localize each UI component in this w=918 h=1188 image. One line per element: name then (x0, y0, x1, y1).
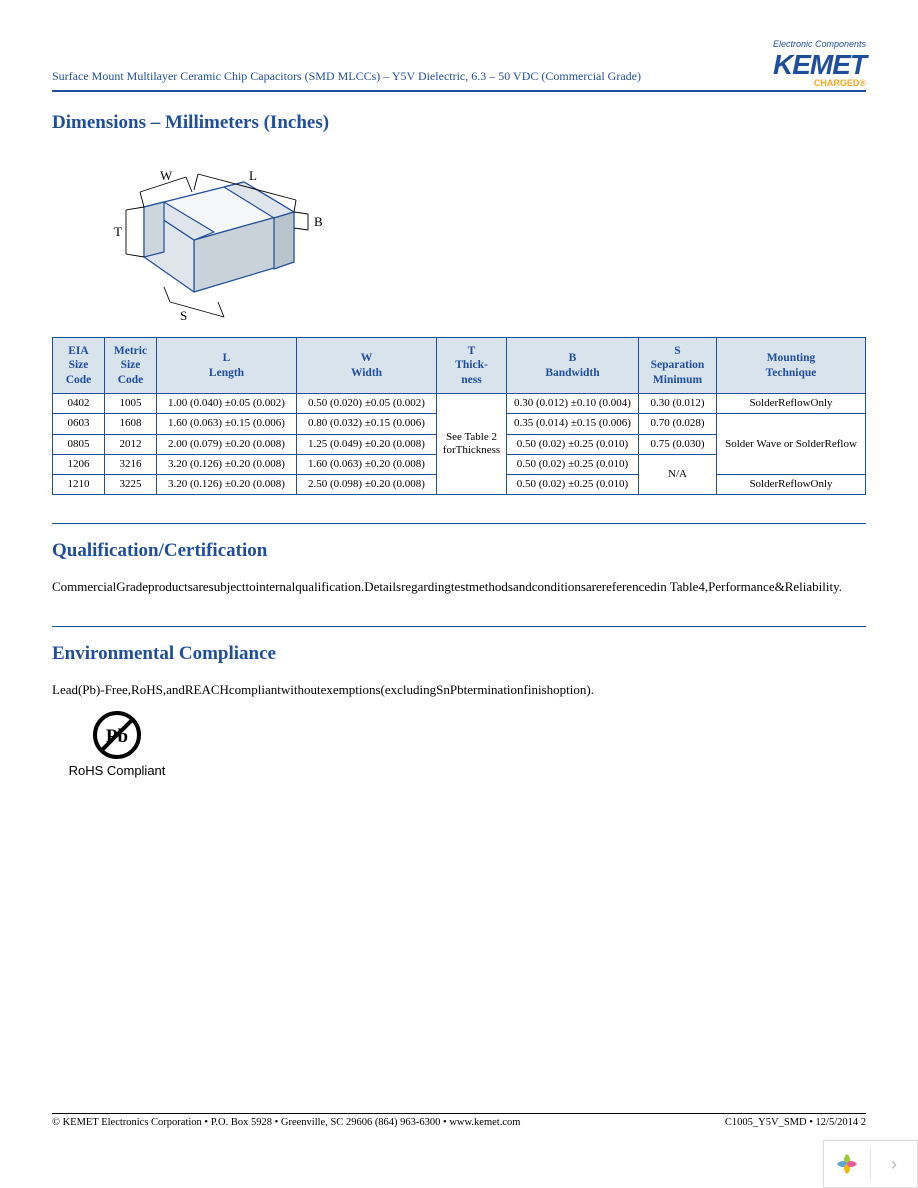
kemet-logo: Electronic Components KEMET CHARGED® (773, 40, 866, 88)
footer-right: C1005_Y5V_SMD • 12/5/2014 2 (725, 1117, 866, 1128)
cell-metric: 2012 (105, 434, 157, 454)
cell-metric: 1608 (105, 414, 157, 434)
svg-text:Pb: Pb (106, 726, 128, 747)
th-B: B Bandwidth (507, 338, 639, 394)
next-page-button[interactable]: › (871, 1141, 917, 1187)
dimensions-table: EIA Size Code Metric Size Code L Length … (52, 337, 866, 495)
cell-B: 0.30 (0.012) ±0.10 (0.004) (507, 394, 639, 414)
cell-W: 2.50 (0.098) ±0.20 (0.008) (297, 474, 437, 494)
dim-label-S: S (180, 308, 187, 322)
logo-name: KEMET (773, 49, 866, 80)
cell-S: 0.70 (0.028) (639, 414, 717, 434)
page-header: Surface Mount Multilayer Ceramic Chip Ca… (52, 40, 866, 88)
cell-S: 0.30 (0.012) (639, 394, 717, 414)
cell-mount: SolderReflowOnly (717, 474, 866, 494)
th-L: L Length (157, 338, 297, 394)
cell-W: 0.50 (0.020) ±0.05 (0.002) (297, 394, 437, 414)
th-metric: Metric Size Code (105, 338, 157, 394)
th-eia: EIA Size Code (53, 338, 105, 394)
rohs-label: RoHS Compliant (69, 763, 166, 778)
pb-free-icon: Pb (91, 709, 143, 761)
chevron-right-icon: › (891, 1154, 897, 1175)
logo-sub: CHARGED® (773, 79, 866, 88)
cell-T-note: See Table 2 forThickness (437, 394, 507, 495)
logo-tagline: Electronic Components (773, 40, 866, 49)
dim-label-T: T (114, 224, 122, 239)
cell-B: 0.50 (0.02) ±0.25 (0.010) (507, 434, 639, 454)
header-title: Surface Mount Multilayer Ceramic Chip Ca… (52, 69, 641, 88)
cell-W: 1.25 (0.049) ±0.20 (0.008) (297, 434, 437, 454)
header-rule (52, 90, 866, 92)
cell-B: 0.50 (0.02) ±0.25 (0.010) (507, 454, 639, 474)
dim-label-B: B (314, 214, 323, 229)
qualification-heading: Qualification/Certification (52, 540, 866, 562)
cell-S: 0.75 (0.030) (639, 434, 717, 454)
cell-L: 2.00 (0.079) ±0.20 (0.008) (157, 434, 297, 454)
cell-mount-wave: Solder Wave or SolderReflow (717, 414, 866, 475)
qualification-body: CommercialGradeproductsaresubjecttointer… (52, 576, 866, 598)
page-footer: © KEMET Electronics Corporation • P.O. B… (52, 1113, 866, 1128)
cell-L: 1.60 (0.063) ±0.15 (0.006) (157, 414, 297, 434)
th-S: S Separation Minimum (639, 338, 717, 394)
cell-metric: 1005 (105, 394, 157, 414)
cell-eia: 0603 (53, 414, 105, 434)
viewer-toolbar: › (823, 1140, 918, 1188)
cell-eia: 0805 (53, 434, 105, 454)
cell-L: 1.00 (0.040) ±0.05 (0.002) (157, 394, 297, 414)
cell-metric: 3216 (105, 454, 157, 474)
cell-L: 3.20 (0.126) ±0.20 (0.008) (157, 474, 297, 494)
chip-dimension-diagram: W L T B S (74, 152, 334, 322)
cell-eia: 0402 (53, 394, 105, 414)
footer-left: © KEMET Electronics Corporation • P.O. B… (52, 1117, 520, 1128)
environmental-body: Lead(Pb)-Free,RoHS,andREACHcompliantwith… (52, 679, 866, 701)
cell-W: 1.60 (0.063) ±0.20 (0.008) (297, 454, 437, 474)
th-T: T Thick- ness (437, 338, 507, 394)
section-rule (52, 626, 866, 627)
cell-metric: 3225 (105, 474, 157, 494)
section-rule (52, 523, 866, 524)
dim-label-W: W (160, 168, 173, 183)
table-row: 0402 1005 1.00 (0.040) ±0.05 (0.002) 0.5… (53, 394, 866, 414)
th-mount: Mounting Technique (717, 338, 866, 394)
viewer-logo-icon[interactable] (824, 1141, 870, 1187)
dim-label-L: L (249, 168, 257, 183)
cell-eia: 1210 (53, 474, 105, 494)
th-W: W Width (297, 338, 437, 394)
cell-W: 0.80 (0.032) ±0.15 (0.006) (297, 414, 437, 434)
environmental-heading: Environmental Compliance (52, 643, 866, 665)
cell-mount: SolderReflowOnly (717, 394, 866, 414)
cell-S-na: N/A (639, 454, 717, 494)
cell-B: 0.35 (0.014) ±0.15 (0.006) (507, 414, 639, 434)
cell-eia: 1206 (53, 454, 105, 474)
cell-B: 0.50 (0.02) ±0.25 (0.010) (507, 474, 639, 494)
rohs-compliant-badge: Pb RoHS Compliant (52, 709, 182, 778)
dimensions-heading: Dimensions – Millimeters (Inches) (52, 112, 866, 134)
cell-L: 3.20 (0.126) ±0.20 (0.008) (157, 454, 297, 474)
